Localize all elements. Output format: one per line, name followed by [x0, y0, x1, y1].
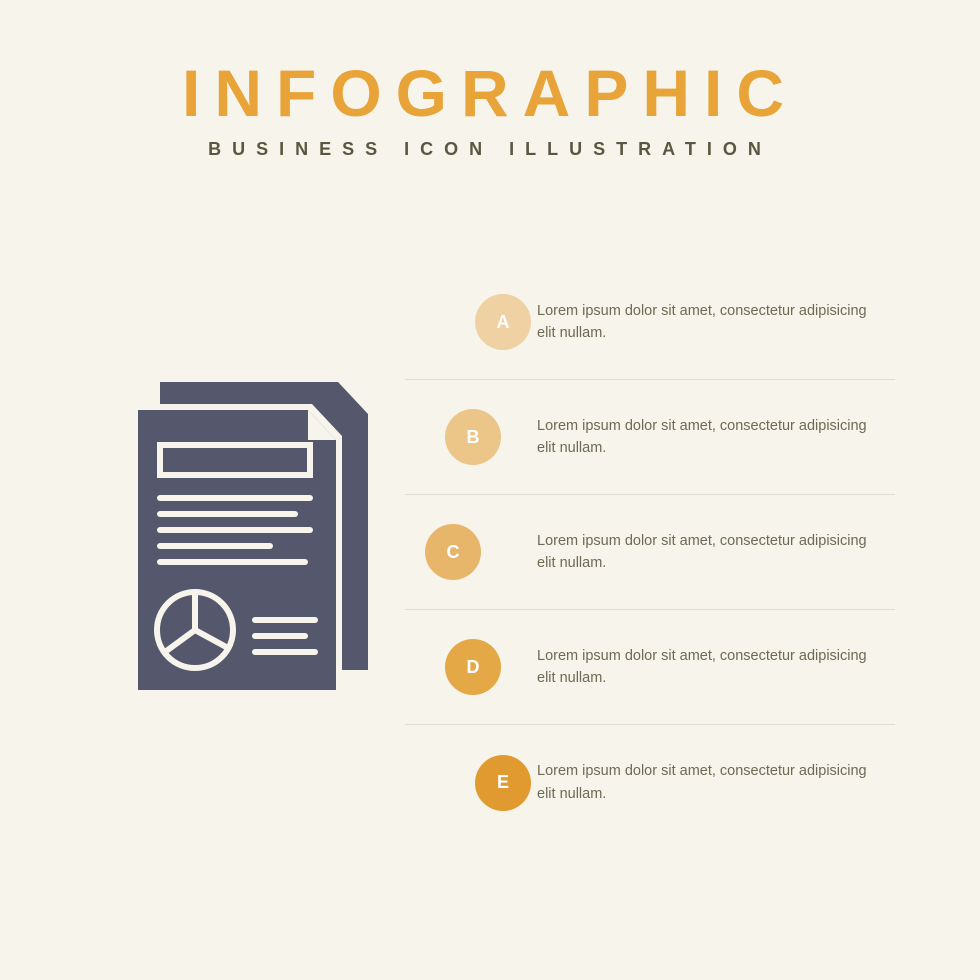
- content-area: A Lorem ipsum dolor sit amet, consectetu…: [0, 190, 980, 950]
- step-row-b: B Lorem ipsum dolor sit amet, consectetu…: [405, 380, 895, 495]
- step-text: Lorem ipsum dolor sit amet, consectetur …: [537, 530, 887, 575]
- step-row-d: D Lorem ipsum dolor sit amet, consectetu…: [405, 610, 895, 725]
- step-text: Lorem ipsum dolor sit amet, consectetur …: [537, 415, 887, 460]
- step-letter: C: [447, 542, 460, 563]
- step-text: Lorem ipsum dolor sit amet, consectetur …: [537, 300, 887, 345]
- step-row-c: C Lorem ipsum dolor sit amet, consectetu…: [405, 495, 895, 610]
- step-badge-c: C: [425, 524, 481, 580]
- page-subtitle: BUSINESS ICON ILLUSTRATION: [0, 139, 980, 160]
- step-letter: D: [467, 657, 480, 678]
- step-text: Lorem ipsum dolor sit amet, consectetur …: [537, 760, 887, 805]
- report-document-icon: [110, 380, 380, 700]
- step-text: Lorem ipsum dolor sit amet, consectetur …: [537, 645, 887, 690]
- header: INFOGRAPHIC BUSINESS ICON ILLUSTRATION: [0, 0, 980, 160]
- step-badge-d: D: [445, 639, 501, 695]
- step-letter: A: [497, 312, 510, 333]
- step-badge-e: E: [475, 755, 531, 811]
- step-badge-a: A: [475, 294, 531, 350]
- step-letter: B: [467, 427, 480, 448]
- page-title: INFOGRAPHIC: [0, 55, 980, 131]
- step-row-a: A Lorem ipsum dolor sit amet, consectetu…: [405, 265, 895, 380]
- steps-list: A Lorem ipsum dolor sit amet, consectetu…: [405, 265, 895, 840]
- step-badge-b: B: [445, 409, 501, 465]
- step-row-e: E Lorem ipsum dolor sit amet, consectetu…: [405, 725, 895, 840]
- step-letter: E: [497, 772, 509, 793]
